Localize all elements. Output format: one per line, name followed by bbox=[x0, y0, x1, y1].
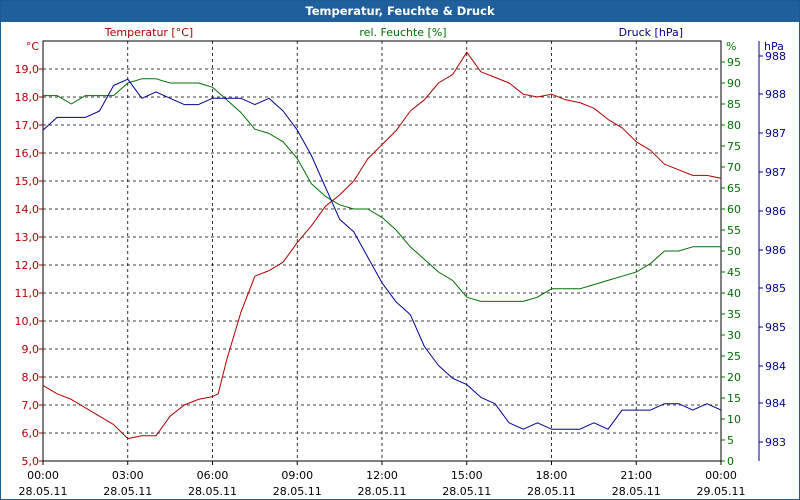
pressure-tick-label: 987 bbox=[765, 166, 786, 179]
x-tick-time: 00:00 bbox=[27, 469, 59, 482]
series-line-humidity bbox=[43, 78, 721, 302]
humidity-tick-label: 0 bbox=[727, 455, 734, 468]
x-tick-time: 06:00 bbox=[197, 469, 229, 482]
x-tick-time: 18:00 bbox=[536, 469, 568, 482]
humidity-tick-label: 45 bbox=[727, 266, 741, 279]
temperature-axis-title: Temperatur [°C] bbox=[104, 26, 193, 39]
humidity-tick-label: 60 bbox=[727, 203, 741, 216]
temperature-tick-label: 6,0 bbox=[22, 427, 40, 440]
pressure-tick-label: 988 bbox=[765, 50, 786, 63]
temperature-tick-label: 11,0 bbox=[15, 287, 40, 300]
axis-labels: °C% hPa Temperatur [°C] rel. Feuchte [%] Dru… bbox=[26, 26, 784, 53]
series-lines bbox=[42, 51, 722, 440]
pressure-tick-label: 984 bbox=[765, 397, 786, 410]
humidity-tick-label: 65 bbox=[727, 182, 741, 195]
series-line-temperature bbox=[42, 51, 722, 440]
temperature-tick-label: 16,0 bbox=[15, 147, 40, 160]
humidity-tick-label: 20 bbox=[727, 371, 741, 384]
humidity-tick-label: 15 bbox=[727, 392, 741, 405]
humidity-tick-label: 35 bbox=[727, 308, 741, 321]
x-tick-date: 28.05.11 bbox=[358, 485, 407, 498]
humidity-tick-label: 50 bbox=[727, 245, 741, 258]
temperature-tick-label: 10,0 bbox=[15, 315, 40, 328]
humidity-tick-label: 10 bbox=[727, 413, 741, 426]
x-tick-time: 15:00 bbox=[451, 469, 483, 482]
pressure-unit-label: hPa bbox=[764, 40, 784, 53]
temperature-tick-label: 15,0 bbox=[15, 175, 40, 188]
x-tick-date: 28.05.11 bbox=[442, 485, 491, 498]
x-tick-date: 28.05.11 bbox=[612, 485, 661, 498]
humidity-tick-label: 5 bbox=[727, 434, 734, 447]
x-tick-time: 09:00 bbox=[281, 469, 313, 482]
temperature-tick-label: 8,0 bbox=[22, 371, 40, 384]
window-title: Temperatur, Feuchte & Druck bbox=[1, 1, 799, 22]
pressure-tick-label: 986 bbox=[765, 205, 786, 218]
grid bbox=[43, 41, 721, 461]
humidity-axis-title: rel. Feuchte [%] bbox=[359, 26, 446, 39]
humidity-tick-label: 95 bbox=[727, 56, 741, 69]
temperature-tick-label: 14,0 bbox=[15, 203, 40, 216]
x-tick-time: 12:00 bbox=[366, 469, 398, 482]
pressure-tick-label: 985 bbox=[765, 321, 786, 334]
pressure-tick-label: 987 bbox=[765, 127, 786, 140]
pressure-tick-label: 984 bbox=[765, 360, 786, 373]
humidity-tick-label: 70 bbox=[727, 161, 741, 174]
tick-labels: 5,0 6,0 7,0 8,0 9,0 10,0 11,0 12,0 13,0 14,0 15,0 1… bbox=[15, 41, 786, 498]
humidity-unit-label: % bbox=[726, 40, 736, 53]
pressure-tick-label: 986 bbox=[765, 244, 786, 257]
humidity-tick-label: 85 bbox=[727, 98, 741, 111]
series-line-pressure bbox=[42, 78, 722, 430]
x-tick-date: 29.05.11 bbox=[697, 485, 746, 498]
temperature-unit-label: °C bbox=[26, 40, 40, 53]
temperature-tick-label: 5,0 bbox=[22, 455, 40, 468]
pressure-tick-label: 985 bbox=[765, 282, 786, 295]
humidity-tick-label: 25 bbox=[727, 350, 741, 363]
temperature-tick-label: 18,0 bbox=[15, 91, 40, 104]
humidity-tick-label: 75 bbox=[727, 140, 741, 153]
pressure-tick-label: 988 bbox=[765, 88, 786, 101]
x-tick-time: 21:00 bbox=[620, 469, 652, 482]
humidity-tick-label: 55 bbox=[727, 224, 741, 237]
x-tick-time: 00:00 bbox=[705, 469, 737, 482]
x-tick-date: 28.05.11 bbox=[19, 485, 68, 498]
humidity-tick-label: 40 bbox=[727, 287, 741, 300]
x-tick-time: 03:00 bbox=[112, 469, 144, 482]
temperature-tick-label: 19,0 bbox=[15, 63, 40, 76]
pressure-axis-title: Druck [hPa] bbox=[619, 26, 683, 39]
x-tick-date: 28.05.11 bbox=[188, 485, 237, 498]
humidity-tick-label: 80 bbox=[727, 119, 741, 132]
temperature-tick-label: 17,0 bbox=[15, 119, 40, 132]
x-tick-date: 28.05.11 bbox=[103, 485, 152, 498]
temperature-tick-label: 9,0 bbox=[22, 343, 40, 356]
humidity-tick-label: 30 bbox=[727, 329, 741, 342]
x-tick-date: 28.05.11 bbox=[527, 485, 576, 498]
x-tick-date: 28.05.11 bbox=[273, 485, 322, 498]
temperature-tick-label: 7,0 bbox=[22, 399, 40, 412]
pressure-tick-label: 983 bbox=[765, 436, 786, 449]
temperature-tick-label: 13,0 bbox=[15, 231, 40, 244]
humidity-tick-label: 90 bbox=[727, 77, 741, 90]
temperature-tick-label: 12,0 bbox=[15, 259, 40, 272]
